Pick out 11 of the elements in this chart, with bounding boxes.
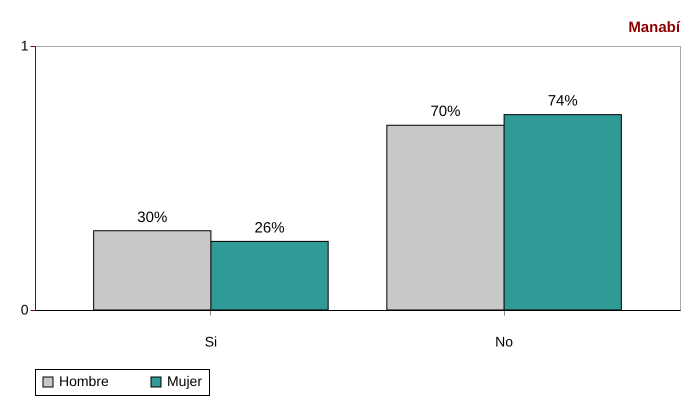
legend-label: Hombre <box>59 373 110 389</box>
data-label: 74% <box>548 92 578 110</box>
chart-title: Manabí <box>628 19 681 36</box>
data-label: 30% <box>137 208 168 226</box>
data-label: 70% <box>430 103 460 120</box>
x-tick-label: No <box>495 334 514 350</box>
y-tick-label: 1 <box>20 38 29 54</box>
data-label: 26% <box>254 219 285 236</box>
legend-label: Mujer <box>167 373 202 389</box>
x-tick-label: Si <box>204 334 218 350</box>
y-tick-label: 0 <box>20 302 29 318</box>
